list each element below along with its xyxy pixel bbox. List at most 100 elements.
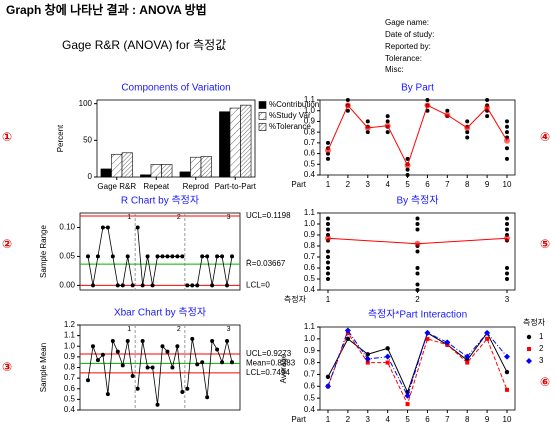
series-line xyxy=(327,329,508,398)
chart-title: By 측정자 xyxy=(396,195,438,207)
point xyxy=(326,266,330,270)
point xyxy=(404,392,411,399)
point xyxy=(504,353,510,360)
point xyxy=(190,336,195,341)
point xyxy=(465,130,470,135)
point xyxy=(86,378,90,383)
y-tick-label: 0.5 xyxy=(304,159,316,168)
y-tick-label: 0.6 xyxy=(64,384,76,393)
point xyxy=(445,108,450,113)
point xyxy=(385,360,390,365)
point xyxy=(326,255,330,259)
x-tick-label: Part-to-Part xyxy=(215,182,257,191)
bar xyxy=(219,111,231,178)
y-axis-label: Percent xyxy=(56,124,65,152)
page-title: Graph 창에 나타난 결과 : ANOVA 방법 xyxy=(6,2,207,17)
x-tick-label: 10 xyxy=(503,180,512,189)
legend-label: 3 xyxy=(539,356,544,365)
group-label: 2 xyxy=(177,326,181,333)
plot-frame xyxy=(79,212,241,291)
data-line xyxy=(137,227,183,286)
group-label: 1 xyxy=(127,214,131,221)
x-tick-label: 2 xyxy=(415,295,420,304)
x-tick-label: 6 xyxy=(425,180,430,189)
point xyxy=(185,386,190,391)
bar xyxy=(161,164,173,178)
point xyxy=(200,254,205,259)
point xyxy=(326,277,330,281)
point xyxy=(504,369,510,375)
point xyxy=(215,254,220,259)
chart-title: By Part xyxy=(401,83,434,94)
point xyxy=(326,227,330,232)
point xyxy=(175,254,180,259)
series-line xyxy=(327,331,508,406)
y-tick-label: 0.6 xyxy=(304,263,316,272)
point xyxy=(415,227,420,232)
data-line xyxy=(186,338,233,398)
point xyxy=(175,344,180,349)
x-tick-label: 3 xyxy=(505,295,510,304)
mean-point xyxy=(444,112,451,118)
point xyxy=(95,358,100,363)
legend-swatch xyxy=(527,347,531,351)
x-tick-label: Gage R&R xyxy=(97,182,136,191)
point xyxy=(485,336,490,341)
y-tick-label: 1.0 xyxy=(304,219,316,228)
limit-label: LCL=0 xyxy=(246,280,270,289)
legend-label: %Contribution xyxy=(269,100,319,109)
data-line xyxy=(87,339,134,395)
point xyxy=(105,392,110,397)
point xyxy=(110,254,115,259)
point xyxy=(465,119,470,124)
y-tick-label: 1.1 xyxy=(64,331,76,340)
point xyxy=(165,254,170,259)
point xyxy=(465,135,470,140)
x-tick-label: 2 xyxy=(346,180,351,189)
group-label: 3 xyxy=(227,326,231,333)
y-tick-label: 0.05 xyxy=(59,252,75,261)
y-tick-label: 0.4 xyxy=(304,170,316,179)
data-line xyxy=(187,256,233,286)
point xyxy=(465,360,470,365)
point xyxy=(405,173,410,177)
point xyxy=(230,254,234,259)
x-tick-label: 1 xyxy=(326,295,331,304)
y-tick-label: 1.1 xyxy=(304,208,316,217)
x-tick-label: 1 xyxy=(326,415,331,422)
y-axis-label: Sample Mean xyxy=(39,343,48,392)
point xyxy=(170,365,175,370)
plot-frame xyxy=(319,99,516,176)
point xyxy=(210,338,215,343)
marker: ① xyxy=(2,130,12,144)
marker: ④ xyxy=(540,130,550,144)
legend-swatch xyxy=(258,101,267,109)
chart-title: R Chart by 측정자 xyxy=(121,195,199,207)
point xyxy=(384,353,391,360)
x-axis-label: 측정자 xyxy=(284,294,307,304)
info: Reported by: xyxy=(385,42,431,51)
y-tick-label: 0.8 xyxy=(304,127,316,136)
point xyxy=(385,346,390,351)
y-tick-label: 0.8 xyxy=(304,241,316,250)
gage-title: Gage R&R (ANOVA) for 측정값 xyxy=(62,38,226,52)
group-label: 2 xyxy=(177,214,181,221)
point xyxy=(205,395,210,400)
point xyxy=(424,329,431,336)
point xyxy=(415,249,420,254)
x-tick-label: Repeat xyxy=(143,182,170,191)
bar xyxy=(240,104,252,178)
point xyxy=(135,225,140,230)
marker: ③ xyxy=(2,360,12,374)
point xyxy=(195,283,200,288)
point xyxy=(200,360,205,365)
legend-swatch xyxy=(526,334,532,340)
point xyxy=(365,130,370,135)
limit-label: R̄=0.03667 xyxy=(246,259,286,268)
mean-point xyxy=(464,124,471,131)
point xyxy=(326,260,330,265)
point xyxy=(326,222,330,226)
y-tick-label: 0.5 xyxy=(304,274,316,283)
point xyxy=(365,360,370,365)
point xyxy=(345,336,351,342)
